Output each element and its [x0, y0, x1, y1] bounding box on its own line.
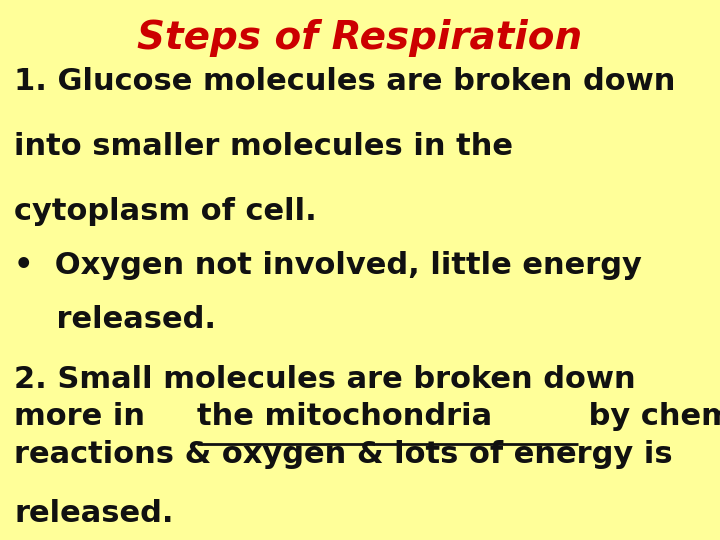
Text: cytoplasm of cell.: cytoplasm of cell. [14, 197, 317, 226]
Text: the mitochondria: the mitochondria [197, 402, 492, 431]
Text: released.: released. [14, 305, 217, 334]
Text: reactions & oxygen & lots of energy is: reactions & oxygen & lots of energy is [14, 440, 673, 469]
Text: released.: released. [14, 500, 174, 529]
Text: Steps of Respiration: Steps of Respiration [138, 19, 582, 57]
Text: •  Oxygen not involved, little energy: • Oxygen not involved, little energy [14, 251, 642, 280]
Text: by chemical: by chemical [578, 402, 720, 431]
Text: more in: more in [14, 402, 156, 431]
Text: into smaller molecules in the: into smaller molecules in the [14, 132, 513, 161]
Text: 2. Small molecules are broken down: 2. Small molecules are broken down [14, 364, 636, 394]
Text: 1. Glucose molecules are broken down: 1. Glucose molecules are broken down [14, 68, 676, 97]
